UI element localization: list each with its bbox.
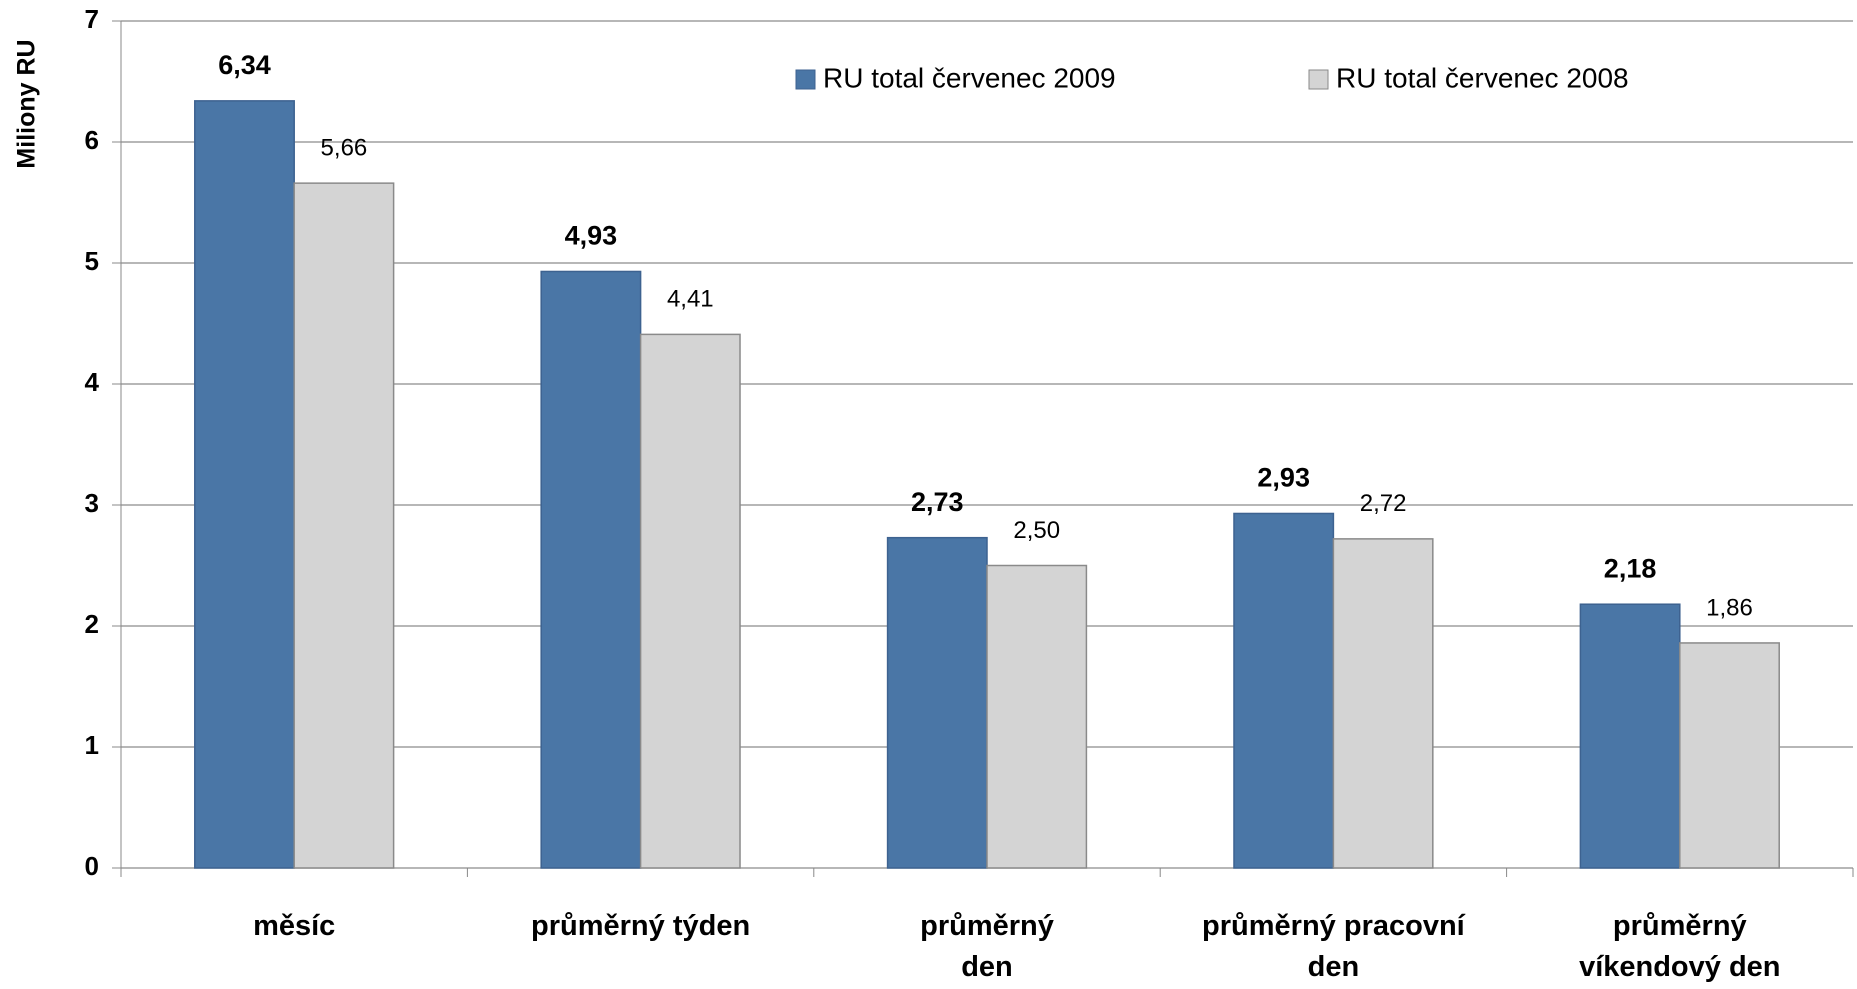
bar (1233, 512, 1335, 869)
value-label: 6,34 (218, 50, 271, 80)
value-label: 2,50 (1013, 517, 1060, 544)
bar (540, 270, 642, 869)
bar (1679, 642, 1780, 869)
x-tick-label: měsíc (253, 910, 336, 942)
value-label: 2,73 (911, 487, 964, 517)
legend-label: RU total červenec 2009 (823, 62, 1116, 93)
value-label: 2,18 (1604, 553, 1657, 583)
bar (639, 333, 741, 869)
x-tick-label: průměrný pracovní den (1202, 910, 1465, 983)
value-label: 4,93 (565, 221, 618, 251)
value-label: 5,66 (321, 134, 368, 161)
value-label: 2,72 (1360, 490, 1407, 517)
value-label: 4,41 (667, 286, 714, 313)
bar (886, 536, 988, 869)
bar (1579, 603, 1681, 869)
y-tick-label: 7 (85, 4, 99, 34)
y-tick-label: 2 (85, 609, 99, 639)
y-tick-label: 4 (85, 367, 100, 397)
bar (986, 564, 1088, 869)
y-tick-label: 3 (85, 488, 99, 518)
legend-label: RU total červenec 2008 (1336, 62, 1629, 93)
y-tick-label: 1 (85, 730, 99, 760)
x-tick-label: průměrný den (920, 910, 1054, 983)
y-tick-label: 5 (85, 246, 99, 276)
y-axis-title: Miliony RU (13, 39, 41, 168)
x-tick-label: průměrný týden (531, 910, 751, 942)
value-label: 2,93 (1257, 463, 1310, 493)
value-label: 1,86 (1706, 594, 1753, 621)
y-tick-label: 6 (85, 125, 99, 155)
bar (194, 100, 295, 869)
legend-swatch (1308, 69, 1329, 90)
bar (1332, 538, 1434, 869)
y-tick-label: 0 (85, 851, 99, 881)
bar (293, 182, 395, 869)
x-tick-label: průměrný víkendový den (1579, 910, 1781, 983)
legend-swatch (795, 69, 816, 90)
